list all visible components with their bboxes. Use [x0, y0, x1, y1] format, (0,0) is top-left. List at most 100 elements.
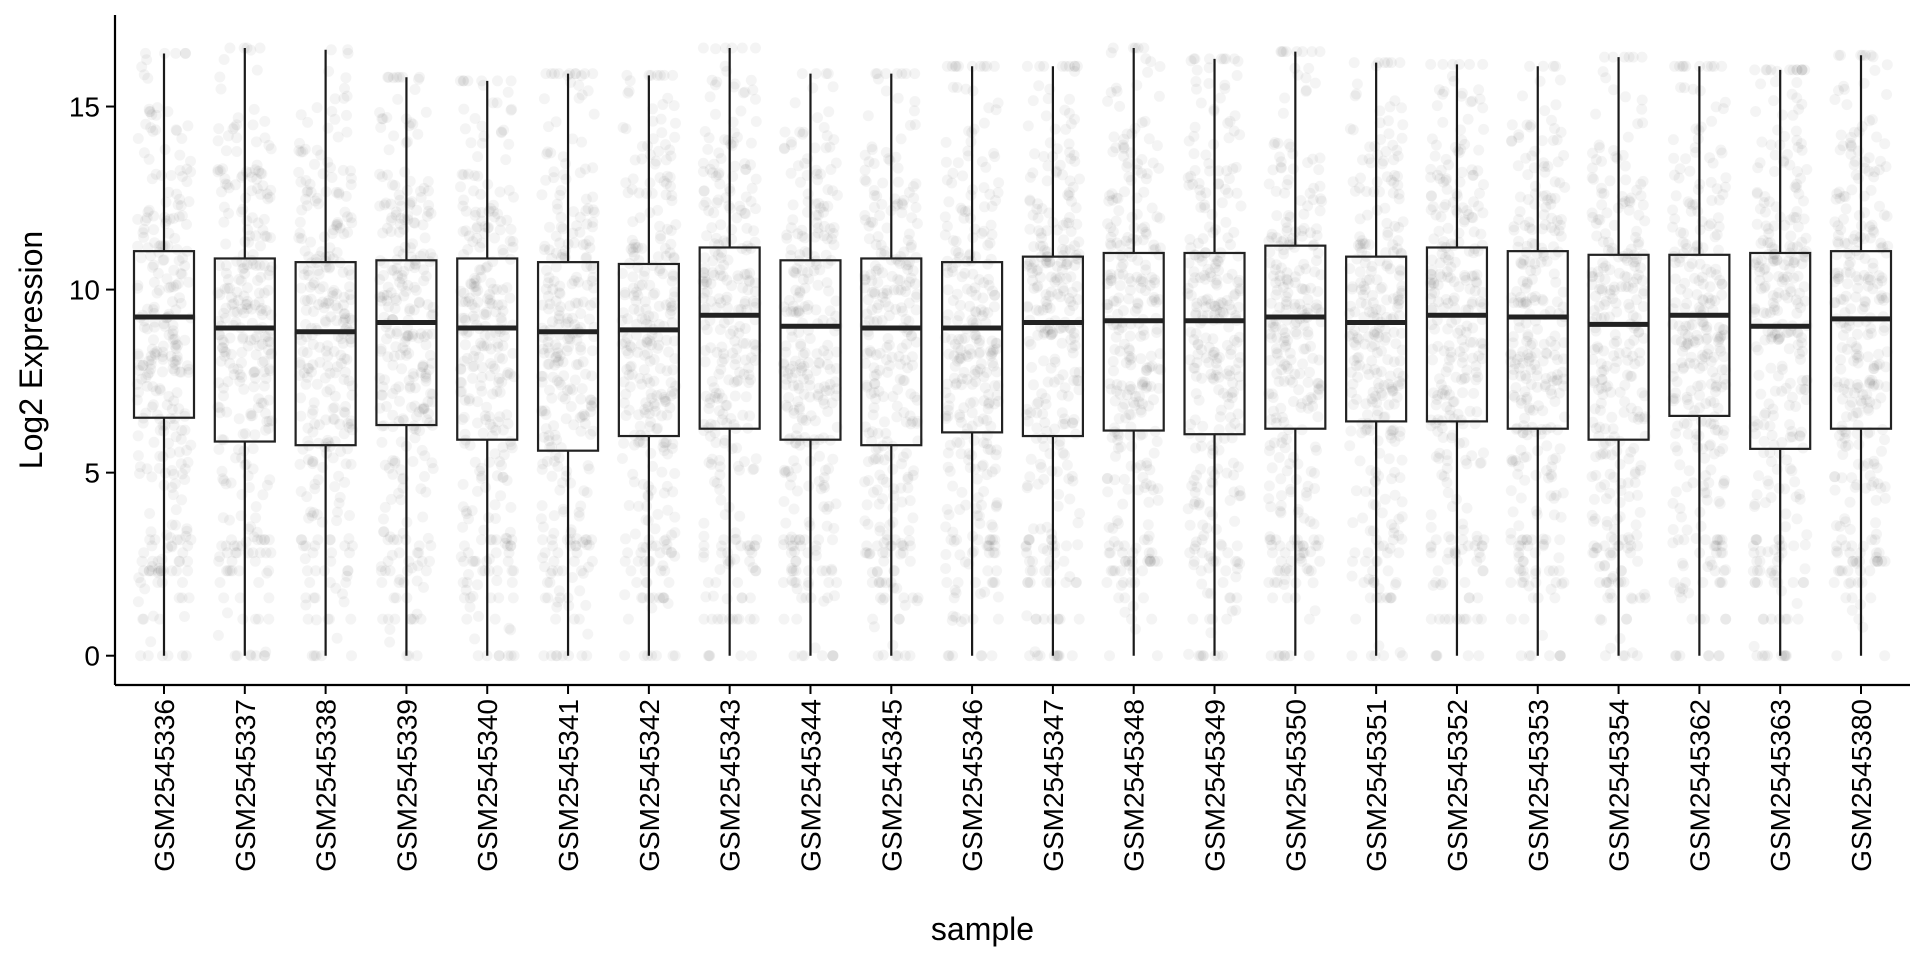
- jitter-point: [554, 189, 566, 201]
- jitter-point: [1313, 534, 1325, 546]
- jitter-point: [304, 178, 316, 190]
- jitter-point: [134, 468, 145, 479]
- jitter-point: [483, 565, 495, 577]
- jitter-point: [214, 551, 226, 563]
- jitter-point: [420, 375, 432, 387]
- jitter-point: [463, 569, 474, 580]
- jitter-point: [587, 271, 599, 283]
- jitter-point: [464, 601, 476, 613]
- jitter-point: [389, 457, 401, 469]
- jitter-point: [395, 494, 407, 506]
- jitter-point: [1473, 650, 1485, 662]
- jitter-point: [1105, 231, 1117, 243]
- jitter-point: [218, 201, 230, 213]
- jitter-point: [183, 592, 195, 604]
- jitter-point: [320, 345, 332, 357]
- jitter-point: [147, 261, 158, 273]
- jitter-point: [624, 75, 636, 87]
- jitter-point: [735, 650, 747, 662]
- jitter-point: [568, 275, 580, 287]
- jitter-point: [407, 118, 419, 130]
- jitter-point: [649, 405, 661, 417]
- jitter-point: [1287, 148, 1299, 160]
- jitter-point: [868, 158, 880, 169]
- jitter-point: [140, 407, 152, 419]
- jitter-point: [579, 418, 591, 430]
- jitter-point: [644, 177, 656, 189]
- jitter-point: [476, 237, 488, 249]
- jitter-point: [960, 83, 972, 95]
- jitter-point: [555, 185, 567, 196]
- jitter-point: [299, 294, 311, 306]
- jitter-point: [426, 457, 438, 469]
- jitter-point: [411, 650, 423, 662]
- jitter-point: [138, 565, 150, 577]
- jitter-point: [335, 349, 347, 361]
- jitter-point: [483, 512, 495, 524]
- jitter-point: [586, 534, 598, 546]
- jitter-point: [1383, 453, 1395, 465]
- jitter-point: [1052, 288, 1064, 300]
- jitter-point: [554, 288, 566, 300]
- jitter-point: [1207, 555, 1219, 567]
- jitter-point: [736, 42, 748, 54]
- jitter-point: [231, 119, 243, 131]
- jitter-point: [312, 474, 324, 486]
- jitter-point: [241, 303, 253, 314]
- jitter-point: [1315, 193, 1327, 205]
- jitter-point: [541, 577, 553, 588]
- jitter-point: [538, 93, 550, 105]
- jitter-point: [1426, 133, 1438, 145]
- jitter-point: [1269, 137, 1281, 148]
- jitter-point: [1389, 579, 1401, 591]
- jitter-point: [327, 452, 339, 464]
- jitter-point: [1392, 150, 1404, 162]
- jitter-point: [585, 299, 596, 311]
- jitter-point: [497, 471, 509, 483]
- jitter-point: [416, 555, 428, 567]
- jitter-point: [642, 650, 654, 662]
- jitter-point: [557, 650, 569, 662]
- jitter-point: [1124, 344, 1136, 356]
- jitter-point: [175, 297, 187, 309]
- jitter-point: [138, 223, 150, 235]
- jitter-point: [141, 323, 153, 335]
- jitter-point: [562, 333, 574, 345]
- jitter-point: [264, 336, 276, 348]
- jitter-point: [476, 385, 488, 397]
- jitter-point: [294, 227, 306, 239]
- jitter-point: [329, 390, 341, 402]
- jitter-point: [877, 594, 889, 606]
- jitter-point: [1354, 359, 1366, 371]
- jitter-point: [1222, 117, 1234, 129]
- jitter-point: [956, 486, 968, 498]
- jitter-point: [473, 610, 484, 622]
- jitter-point: [670, 117, 681, 129]
- jitter-point: [331, 247, 343, 258]
- jitter-point: [553, 355, 565, 367]
- jitter-point: [310, 565, 322, 577]
- jitter-point: [413, 296, 425, 308]
- jitter-point: [561, 465, 573, 477]
- jitter-point: [866, 577, 878, 588]
- jitter-point: [658, 592, 670, 604]
- jitter-point: [467, 310, 479, 322]
- jitter-point: [1384, 429, 1396, 441]
- jitter-point: [1347, 555, 1358, 567]
- jitter-point: [382, 281, 394, 293]
- jitter-point: [1046, 528, 1058, 540]
- jitter-point: [249, 429, 261, 441]
- jitter-point: [396, 280, 408, 292]
- jitter-point: [558, 370, 570, 382]
- jitter-point: [1313, 384, 1325, 396]
- jitter-point: [1312, 411, 1324, 423]
- jitter-point: [399, 241, 411, 253]
- jitter-point: [1392, 301, 1404, 313]
- jitter-point: [495, 127, 507, 139]
- jitter-point: [251, 331, 263, 343]
- jitter-point: [143, 367, 155, 379]
- jitter-point: [1346, 650, 1358, 662]
- jitter-point: [293, 145, 305, 157]
- jitter-point: [341, 90, 353, 102]
